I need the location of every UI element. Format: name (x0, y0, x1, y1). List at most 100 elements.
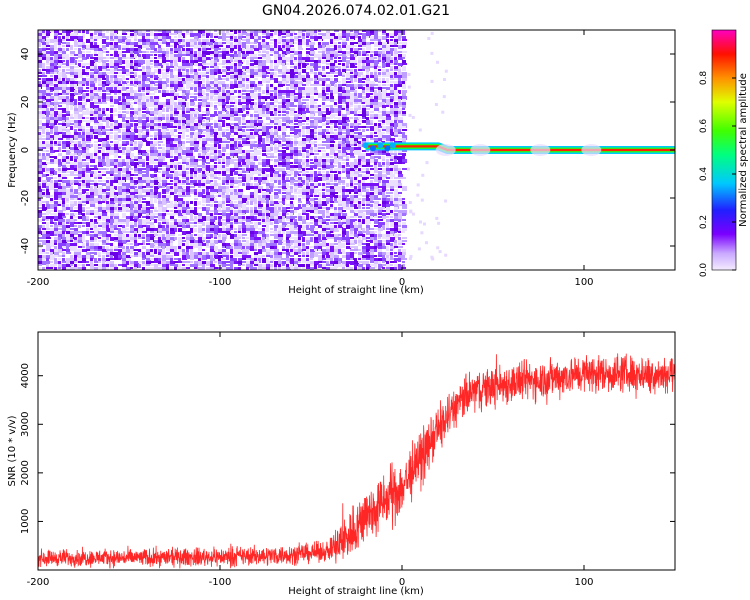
spectrogram-cell (398, 39, 401, 41)
spectrogram-cell (394, 108, 398, 112)
spectrogram-cell (198, 60, 203, 62)
spectrogram-cell (174, 78, 179, 81)
spectrogram-cell (334, 168, 339, 172)
spectrogram-cell (362, 180, 365, 185)
spectrogram-cell (402, 84, 406, 89)
spectrogram-cell (326, 183, 330, 185)
spectrogram-cell (162, 165, 166, 167)
spectrogram-cell (82, 90, 87, 92)
spectrogram-cell (102, 99, 106, 102)
spectrogram-cell (190, 60, 195, 65)
spectrogram-cell (106, 165, 109, 167)
spectrogram-cell (186, 39, 190, 44)
spectrogram-cell (230, 75, 234, 79)
spectrogram-cell (46, 141, 49, 144)
spectrogram-cell (82, 42, 85, 47)
spectrogram-cell (82, 135, 85, 139)
spectrogram-cell (70, 186, 73, 190)
spectrogram-cell (350, 42, 354, 47)
spectrogram-cell (294, 135, 299, 138)
spectrogram-cell (310, 153, 315, 155)
spectrogram-cell (110, 60, 113, 63)
spectrogram-cell (170, 126, 175, 128)
spectrogram-cell (350, 186, 355, 188)
spectrogram-cell (94, 99, 97, 104)
spectrogram-cell (346, 141, 350, 145)
spectrogram-cell (374, 132, 377, 134)
spectrogram-cell (266, 96, 270, 99)
spectrogram-cell (150, 198, 153, 203)
spectrogram-cell (334, 180, 337, 182)
spectrogram-cell (250, 45, 254, 49)
spectrogram-cell (62, 60, 65, 62)
spectrogram-cell (142, 120, 147, 124)
spectrogram-cell (154, 54, 157, 56)
spectrogram-cell (254, 135, 258, 137)
spectrogram-cell (66, 81, 69, 84)
spectrogram-cell (134, 111, 138, 115)
spectrogram-cell (338, 198, 341, 201)
spectrogram-cell (214, 204, 218, 208)
spectrogram-cell (82, 81, 87, 84)
spectrogram-cell (102, 141, 107, 145)
spectrogram-cell (294, 120, 299, 122)
spectrogram-cell (234, 111, 238, 114)
spectrogram-cell (250, 123, 254, 126)
spectrogram-cell (138, 120, 142, 124)
spectrogram-cell (386, 150, 389, 155)
spectrogram-cell (162, 123, 166, 128)
spectrogram-cell (94, 165, 97, 169)
spectrogram-cell (326, 30, 330, 33)
spectrogram-cell (266, 195, 271, 200)
spectrogram-cell (242, 153, 247, 156)
spectrogram-cell (278, 210, 282, 212)
spectrogram-cell (290, 81, 294, 86)
spectrogram-cell (254, 48, 259, 51)
spectrogram-cell (38, 81, 41, 84)
spectrogram-cell (366, 201, 370, 205)
spectrogram-cell (130, 114, 133, 117)
spectrogram-cell (62, 165, 67, 168)
spectrogram-cell (282, 213, 286, 218)
spectrogram-cell (78, 213, 81, 215)
spectrogram-cell (346, 147, 351, 152)
spectrogram-cell (170, 141, 173, 144)
spectrogram-cell (298, 171, 303, 173)
spectrogram-cell (310, 33, 313, 38)
spectrogram-cell (82, 63, 86, 66)
spectrogram-cell (174, 213, 179, 215)
spectrogram-cell (238, 54, 241, 57)
spectrogram-cell (386, 117, 391, 122)
spectrogram-cell (130, 153, 134, 157)
spectrogram-cell (382, 183, 387, 186)
spectrogram-cell (158, 147, 162, 149)
spectrogram-cell (186, 105, 189, 108)
spectrogram-cell (162, 144, 165, 146)
spectrogram-cell (234, 150, 238, 155)
spectrogram-cell (378, 180, 381, 183)
spectrogram-cell (126, 96, 130, 99)
spectrogram-cell (298, 207, 302, 209)
spectrogram-cell (378, 192, 383, 195)
spectrogram-cell (74, 111, 79, 116)
spectrogram-cell (54, 192, 59, 195)
spectrogram-cell (78, 156, 81, 161)
spectrogram-cell (190, 99, 194, 102)
spectrogram-cell (102, 144, 106, 148)
spectrogram-cell (398, 78, 401, 83)
spectrogram-cell (218, 171, 221, 175)
spectrogram-cell (78, 81, 83, 86)
spectrogram-cell (298, 57, 302, 62)
spectrogram-cell (170, 63, 173, 68)
spectrogram-cell (118, 102, 122, 107)
spectrogram-cell (234, 168, 238, 170)
spectrogram-cell (218, 96, 223, 100)
spectrogram-cell (386, 33, 389, 37)
spectrogram-cell (354, 168, 357, 170)
spectrogram-cells (38, 30, 448, 270)
spectrogram-cell (358, 60, 363, 63)
spectrogram-cell (374, 177, 378, 182)
spectrogram-cell (350, 156, 355, 158)
spectrogram-cell (82, 159, 87, 161)
spectrogram-cell (218, 84, 221, 88)
